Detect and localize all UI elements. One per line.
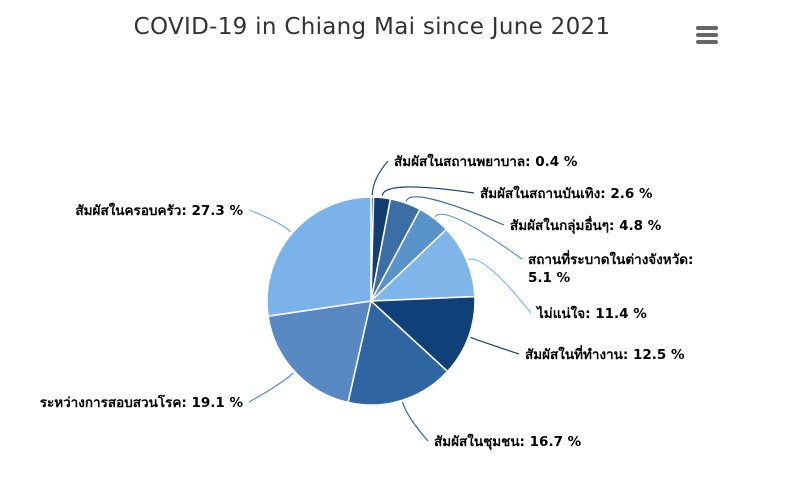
label-connector [381,186,475,196]
label-connector [371,160,389,196]
slice-data-label: สัมผัสในที่ทำงาน: 12.5 % [525,344,685,363]
slice-data-label: ไม่แน่ใจ: 11.4 % [535,305,647,322]
chart-menu-button[interactable] [696,24,722,46]
label-connector [248,209,292,233]
label-connector [434,213,523,260]
pie-slice[interactable] [266,196,372,318]
slice-data-label: สัมผัสในสถานพยาบาล: 0.4 % [394,153,578,170]
label-connectors [248,160,532,442]
pie-slice[interactable] [347,299,449,406]
chart-title: COVID-19 in Chiang Mai since June 2021 [133,14,611,40]
slice-data-label: ระหว่างการสอบสวนโรค: 19.1 % [40,393,244,411]
slice-data-label: สัมผัสในครอบครัว: 27.3 % [75,202,243,219]
slice-data-label: สัมผัสในชุมชน: 16.7 % [434,433,582,450]
pie-slice[interactable] [369,295,476,373]
slice-data-label: สัมผัสในกลุ่มอื่นๆ: 4.8 % [510,215,662,234]
label-connector [468,258,532,314]
label-connector [470,336,520,355]
pie-slice[interactable] [267,300,372,404]
pie-slices [266,196,476,406]
label-connector [248,372,294,403]
pie-slice[interactable] [369,228,476,302]
data-labels: สัมผัสในสถานพยาบาล: 0.4 % สัมผัสในสถานบัน… [40,153,694,450]
label-connector [405,196,505,226]
slice-data-label: สถานที่ระบาดในต่างจังหวัด: 5.1 % [528,249,693,286]
slice-data-label: สัมผัสในสถานบันเทิง: 2.6 % [480,185,653,202]
label-connector [401,402,429,442]
